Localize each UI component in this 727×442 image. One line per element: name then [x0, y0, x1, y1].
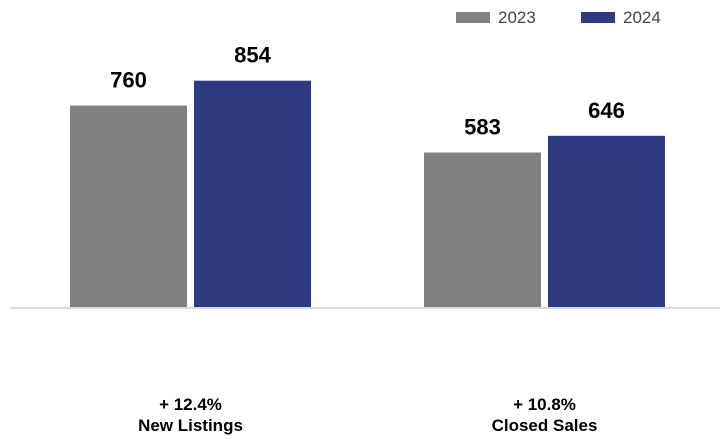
bars-layer — [70, 80, 665, 307]
bar-2024-closed-sales — [548, 135, 665, 307]
category-label: Closed Sales — [492, 416, 598, 435]
bar-2024-new-listings — [194, 80, 311, 307]
value-label-2024-closed-sales: 646 — [588, 98, 625, 123]
category-label: New Listings — [138, 416, 243, 435]
bar-2023-closed-sales — [424, 152, 541, 307]
bar-2023-new-listings — [70, 105, 187, 307]
legend: 2023 2024 — [456, 8, 661, 27]
category-change-label: + 12.4% — [159, 395, 222, 414]
value-label-2023-closed-sales: 583 — [464, 115, 501, 140]
legend-swatch-2023 — [456, 12, 490, 23]
legend-swatch-2024 — [581, 12, 615, 23]
value-labels-layer: 760 854 583 646 — [110, 43, 625, 140]
value-label-2023-new-listings: 760 — [110, 68, 147, 93]
legend-label-2024: 2024 — [623, 8, 661, 27]
category-change-label: + 10.8% — [513, 395, 576, 414]
category-labels-layer: + 12.4% New Listings + 10.8% Closed Sales — [138, 395, 597, 435]
legend-label-2023: 2023 — [498, 8, 536, 27]
value-label-2024-new-listings: 854 — [234, 43, 271, 68]
